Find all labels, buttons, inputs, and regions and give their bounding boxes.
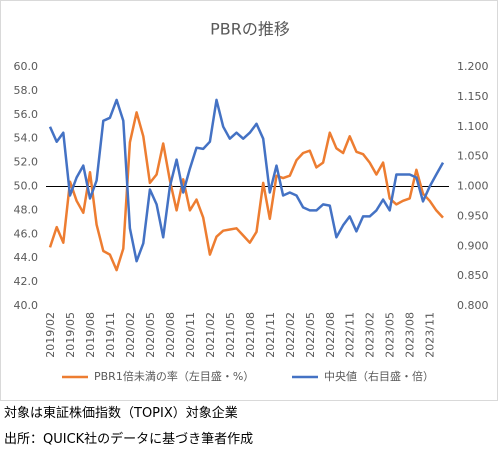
y-tick-label: 56.0 (14, 108, 39, 121)
chart-title: PBRの推移 (210, 20, 290, 39)
x-tick-label: 2019/02 (44, 312, 57, 358)
y-tick-label: 40.0 (14, 299, 39, 312)
x-tick-label: 2020/05 (144, 312, 157, 358)
chart: PBRの推移 40.0 42.0 44.0 46.0 48.0 50.0 52.0 54.0 5… (0, 0, 498, 401)
x-tick-label: 2022/11 (344, 312, 357, 358)
series-line (48, 111, 444, 272)
x-tick-label: 2023/05 (384, 312, 397, 358)
x-tick-label: 2021/11 (264, 312, 277, 358)
x-tick-label: 2023/11 (424, 312, 437, 358)
legend-label: PBR1倍未満の率（左目盛・%） (94, 369, 254, 383)
x-tick-label: 2019/11 (104, 312, 117, 358)
y-tick-label: 44.0 (14, 251, 39, 264)
y2-tick-label: 0.850 (457, 269, 489, 282)
x-tick-label: 2023/08 (404, 312, 417, 358)
y-tick-label: 48.0 (14, 203, 39, 216)
y-tick-label: 54.0 (14, 132, 39, 145)
y2-tick-label: 1.000 (457, 180, 489, 193)
x-tick-label: 2021/02 (204, 312, 217, 358)
y2-tick-label: 1.200 (457, 60, 489, 73)
x-tick-label: 2019/05 (64, 312, 77, 358)
y2-tick-label: 1.100 (457, 120, 489, 133)
x-tick-label: 2021/08 (244, 312, 257, 358)
y2-tick-label: 0.900 (457, 239, 489, 252)
y2-tick-label: 0.800 (457, 299, 489, 312)
y2-tick-label: 0.950 (457, 209, 489, 222)
y-tick-label: 46.0 (14, 227, 39, 240)
x-tick-label: 2023/02 (364, 312, 377, 358)
y-tick-label: 60.0 (14, 60, 39, 73)
y-tick-label: 52.0 (14, 156, 39, 169)
note: 出所：QUICK社のデータに基づき筆者作成 (4, 432, 254, 447)
y-tick-label: 42.0 (14, 275, 39, 288)
y-tick-label: 50.0 (14, 180, 39, 193)
legend-label: 中央値（右目盛・倍） (324, 369, 434, 383)
x-tick-label: 2020/11 (184, 312, 197, 358)
x-tick-label: 2021/05 (224, 312, 237, 358)
x-tick-label: 2022/02 (284, 312, 297, 358)
y2-tick-label: 1.050 (457, 150, 489, 163)
x-tick-label: 2022/05 (304, 312, 317, 358)
x-tick-label: 2022/08 (324, 312, 337, 358)
x-tick-label: 2020/08 (164, 312, 177, 358)
chart-border (0, 0, 498, 401)
y2-tick-label: 1.150 (457, 90, 489, 103)
y-tick-label: 58.0 (14, 84, 39, 97)
x-tick-label: 2020/02 (124, 312, 137, 358)
series-line (48, 98, 445, 263)
note: 対象は東証株価指数（TOPIX）対象企業 (4, 406, 238, 421)
x-tick-label: 2019/08 (84, 312, 97, 358)
